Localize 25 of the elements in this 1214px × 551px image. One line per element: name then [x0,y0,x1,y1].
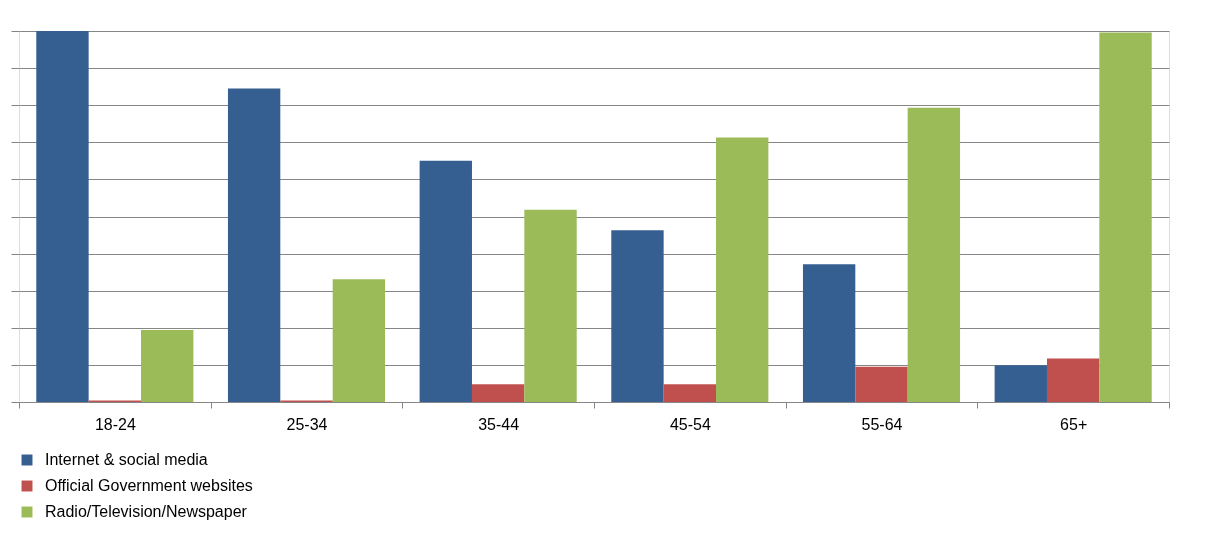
x-tick-label: 55-64 [861,415,903,433]
bar [227,88,281,402]
bar [471,384,525,402]
bar [802,264,856,402]
bar [1046,358,1100,402]
bar [994,365,1047,402]
bar [419,160,472,402]
legend-label: Radio/Television/Newspaper [45,503,248,520]
x-tick-label: 18-24 [94,415,136,433]
legend-label: Official Government websites [45,477,253,494]
bar [332,279,386,402]
bar [663,384,717,402]
x-tick-label: 35-44 [478,415,520,433]
bar [36,31,89,402]
legend-label: Internet & social media [45,451,208,468]
x-tick-label: 25-34 [286,415,328,433]
bar [907,107,961,402]
bar [1099,32,1152,402]
bar [141,330,194,402]
bar [611,230,664,402]
bar [855,366,908,402]
bar [716,137,769,402]
bar [524,209,577,402]
x-tick-label: 45-54 [669,415,711,433]
x-tick-label: 65+ [1060,415,1088,433]
